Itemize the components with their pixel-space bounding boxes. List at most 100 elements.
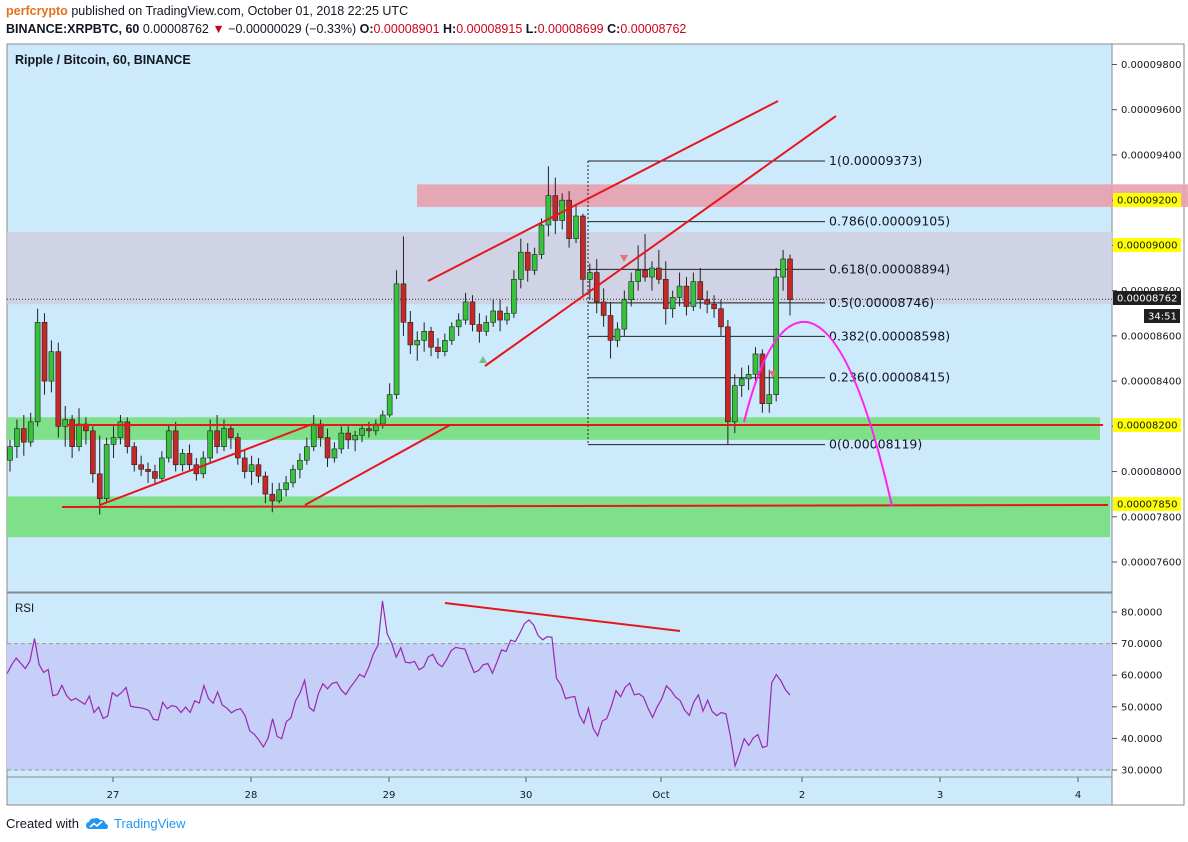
rsi-title: RSI: [15, 603, 34, 615]
price-badge-label: 0.00008200: [1117, 421, 1177, 432]
trendline: [304, 424, 451, 506]
fib-level-label: 0.382(0.00008598): [829, 328, 950, 343]
price-badge-label: 0.00007850: [1117, 500, 1177, 511]
price-badge: [1113, 418, 1181, 432]
high-label: H:: [443, 22, 457, 36]
candle-body: [642, 269, 648, 278]
ohlc-line: BINANCE:XRPBTC, 60 0.00008762 ▼ −0.00000…: [6, 22, 686, 36]
candle-body: [393, 283, 400, 395]
candle-body: [704, 299, 710, 305]
price-badge: [1144, 309, 1180, 323]
candle-body: [711, 303, 717, 310]
candle-body: [628, 281, 635, 300]
candle-body: [7, 446, 13, 461]
price-badge: [1113, 497, 1181, 511]
author-name[interactable]: perfcrypto: [6, 4, 68, 18]
price-tick-label: 0.00007800: [1121, 512, 1181, 523]
candle-body: [48, 351, 55, 382]
candle-body: [407, 321, 414, 346]
candle-body: [124, 421, 131, 447]
candle-body: [290, 468, 296, 484]
candle-body: [752, 353, 759, 375]
tradingview-link[interactable]: TradingView: [85, 816, 186, 831]
candle-body: [718, 308, 724, 328]
candle-body: [690, 281, 697, 307]
candle-body: [787, 258, 793, 300]
candle-body: [262, 475, 269, 495]
candle-body: [656, 267, 662, 280]
open-value: 0.00008901: [373, 22, 440, 36]
time-tick-label: 2: [799, 790, 805, 801]
candle-body: [21, 428, 27, 443]
created-with-label: Created with: [6, 816, 79, 831]
candle-body: [234, 437, 241, 459]
fib-level-label: 0.5(0.00008746): [829, 295, 934, 310]
zone-support-1: [7, 417, 1100, 440]
fibonacci-layer: 1(0.00009373) 0.786(0.00009105) 0.618(0.00…: [587, 153, 950, 452]
candle-body: [448, 326, 455, 341]
candle-body: [607, 315, 614, 341]
candle-body: [145, 468, 151, 472]
candle-body: [649, 267, 655, 278]
candle-body: [207, 430, 213, 459]
candle-body: [552, 195, 559, 221]
candle-body: [497, 310, 503, 321]
close-label: C:: [607, 22, 621, 36]
publish-info: published on TradingView.com, October 01…: [71, 4, 409, 18]
price-badge: [1113, 238, 1181, 252]
rsi-divergence-line: [444, 602, 681, 632]
price-badge-label: 0.00009000: [1117, 241, 1177, 252]
zone-support-2: [7, 496, 1110, 538]
candle-body: [76, 423, 82, 447]
candle-body: [138, 464, 144, 470]
price-badge-label: 34:51: [1148, 312, 1177, 323]
rsi-band: [7, 643, 1112, 770]
close-value: 0.00008762: [620, 22, 687, 36]
candle-body: [504, 312, 510, 321]
zone-range: [7, 231, 1112, 305]
candle-body: [573, 215, 579, 239]
rsi-tick-label: 40.0000: [1121, 734, 1162, 745]
candle-body: [524, 251, 531, 271]
sell-signal-icon: [769, 371, 777, 378]
buy-signal-icon: [479, 356, 487, 363]
trendline: [99, 424, 311, 506]
fib-level-label: 1(0.00009373): [829, 153, 922, 168]
time-tick-label: 4: [1075, 790, 1081, 801]
candle-body: [317, 423, 324, 438]
price-tick-label: 0.00007600: [1121, 558, 1181, 569]
rsi-tick-label: 70.0000: [1121, 639, 1162, 650]
open-label: O:: [359, 22, 374, 36]
candle-body: [255, 464, 262, 477]
tradingview-brand: TradingView: [113, 816, 186, 831]
candle-body: [276, 489, 283, 502]
candle-body: [62, 419, 69, 427]
time-tick-label: 29: [383, 790, 396, 801]
candle-body: [310, 423, 317, 447]
publish-line: perfcrypto published on TradingView.com,…: [6, 4, 408, 18]
price-tick-label: 0.00008000: [1121, 467, 1181, 478]
trendline: [61, 504, 1109, 508]
zone-resistance: [417, 184, 1188, 207]
candle-body: [531, 254, 538, 271]
price-badge: [1113, 193, 1181, 207]
rsi-tick-label: 30.0000: [1121, 766, 1162, 777]
candle-body: [400, 283, 407, 323]
candle-body: [297, 459, 303, 470]
trendline: [427, 100, 779, 282]
candle-body: [600, 301, 607, 316]
candle-body: [731, 385, 738, 423]
candle-body: [69, 419, 75, 447]
candle-body: [96, 473, 103, 499]
zones-layer: [7, 184, 1188, 538]
time-tick-label: 28: [245, 790, 258, 801]
price-tick-label: 0.00008600: [1121, 331, 1181, 342]
candle-body: [414, 340, 421, 346]
candle-body: [152, 471, 158, 479]
candle-body: [90, 430, 96, 475]
candle-body: [697, 281, 704, 300]
footer: Created with TradingView: [6, 816, 186, 831]
candle-body: [14, 428, 20, 447]
price-tick-label: 0.00009400: [1121, 150, 1181, 161]
